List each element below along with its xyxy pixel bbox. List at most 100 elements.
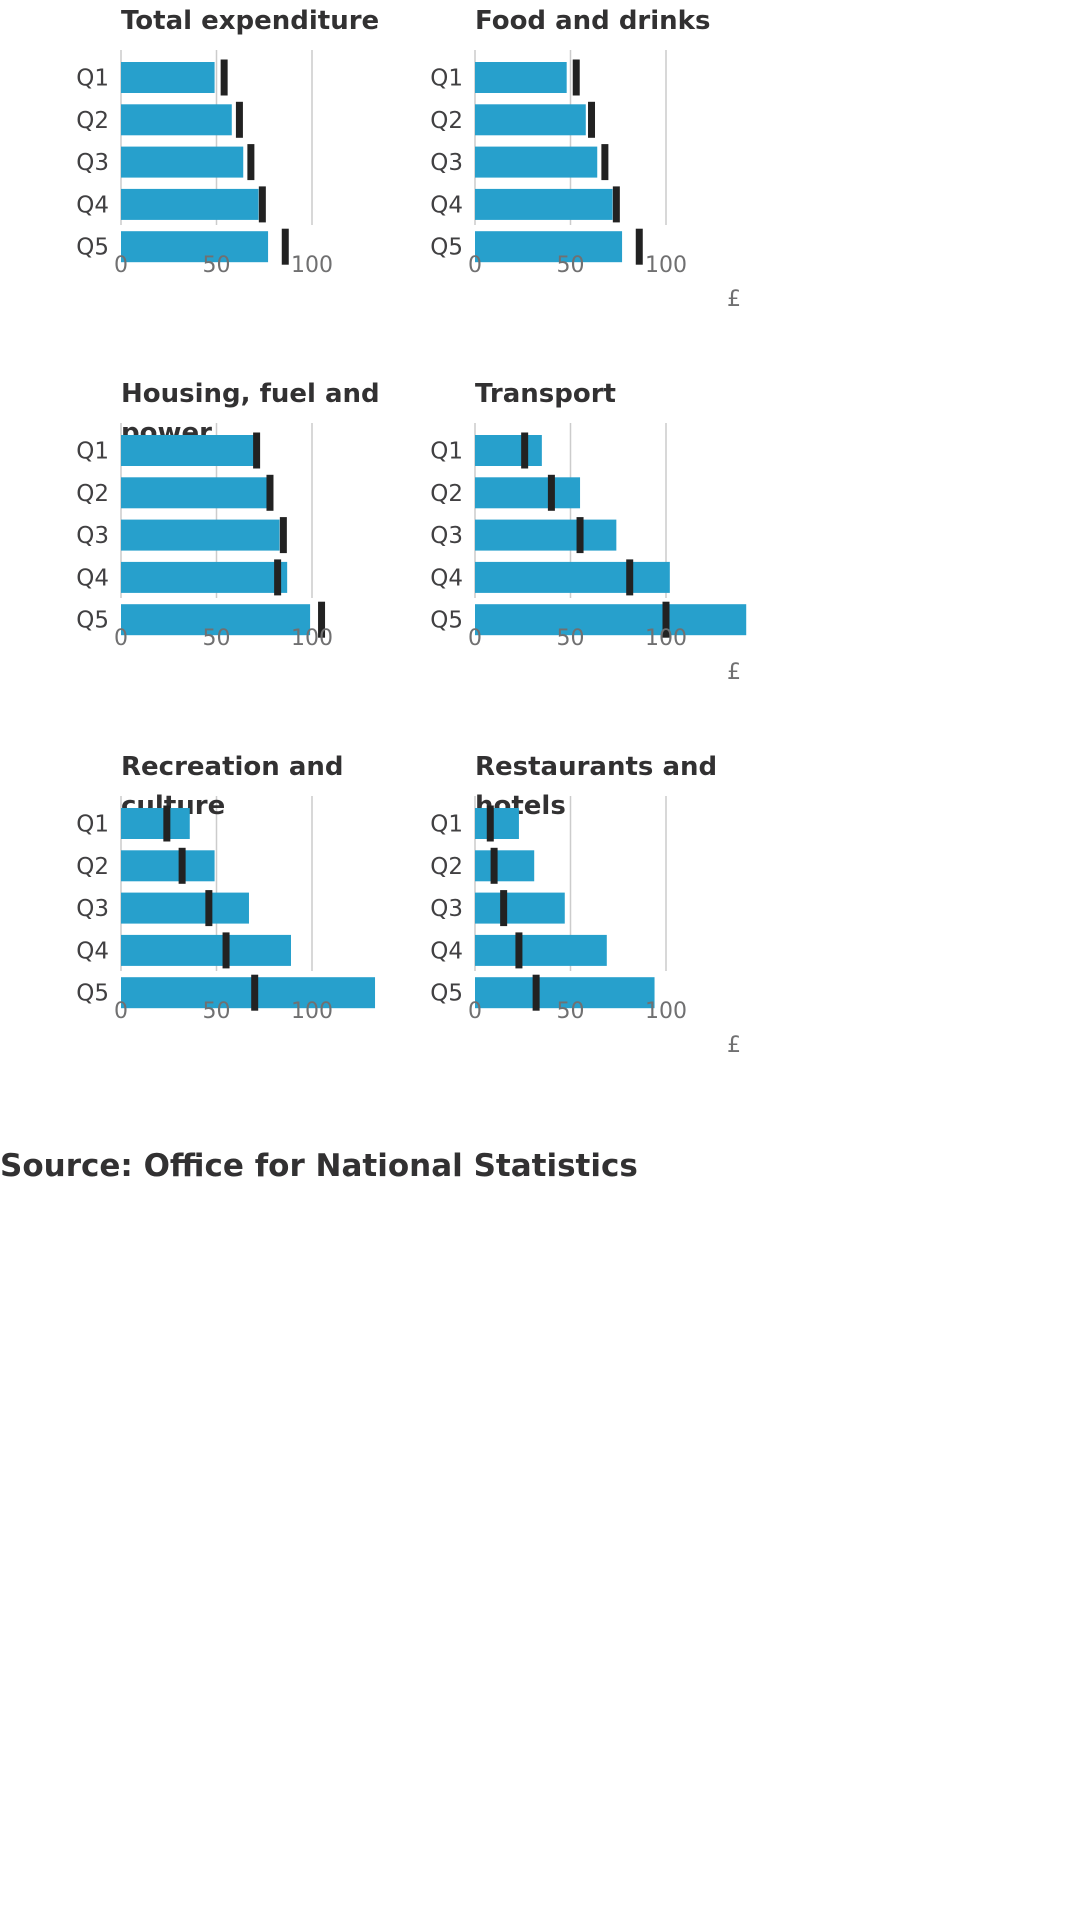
comparison-marker [588,101,596,138]
category-label: Q3 [76,896,109,922]
category-label: Q5 [430,235,463,261]
tick-label: 100 [645,626,687,651]
comparison-marker [521,432,529,469]
tick-label: 100 [645,999,687,1024]
category-label: Q5 [430,608,463,634]
bar [475,850,535,882]
bar [475,477,581,509]
category-label: Q4 [430,938,463,964]
tick-label: 50 [557,999,585,1024]
comparison-marker [258,186,266,223]
comparison-marker [222,932,230,969]
bar [121,62,215,93]
panel-title: Restaurants and hotels [475,752,717,821]
unit-label: £ [727,660,741,685]
comparison-marker [515,932,523,969]
bar [121,519,280,551]
comparison-marker [635,228,643,265]
comparison-marker [612,186,620,223]
bar [121,231,269,263]
comparison-marker [572,59,580,96]
category-label: Q5 [76,235,109,261]
unit-label: £ [727,287,741,312]
comparison-marker [486,805,494,842]
category-label: Q5 [76,608,109,634]
category-label: Q3 [430,150,463,176]
panel-title: Food and drinks [475,6,710,36]
category-label: Q1 [430,66,463,92]
category-label: Q2 [76,854,109,880]
comparison-marker [163,805,171,842]
tick-label: 100 [291,253,333,278]
category-label: Q1 [76,66,109,92]
bar [121,477,269,509]
bar [475,519,617,551]
panel-title: Transport [475,379,616,409]
bar [121,977,376,1009]
panel-title: Total expenditure [121,6,379,36]
comparison-marker [247,144,255,181]
bar [475,892,565,924]
category-label: Q4 [76,192,109,218]
category-label: Q1 [430,439,463,465]
tick-label: 100 [645,253,687,278]
bar [121,435,255,466]
bar [121,561,288,593]
bar [475,604,747,636]
unit-label: £ [727,1033,741,1058]
chart-panel-6: Restaurants and hotels Q1 Q2 Q3 Q4 Q50 50 100 £ [430,752,741,1058]
category-label: Q4 [430,565,463,591]
tick-label: 0 [468,626,482,651]
source-note: Source: Office for National Statistics [0,1148,638,1184]
bar [475,977,655,1009]
category-label: Q2 [76,481,109,507]
comparison-marker [547,474,555,511]
tick-label: 0 [114,253,128,278]
comparison-marker [205,890,213,927]
chart-panel-2: Food and drinks Q1 Q2 Q3 Q4 Q50 50 100 £ [430,6,741,312]
comparison-marker [235,101,243,138]
category-label: Q5 [76,981,109,1007]
tick-label: 50 [557,253,585,278]
category-label: Q3 [76,523,109,549]
bar [121,188,259,220]
tick-label: 100 [291,999,333,1024]
comparison-marker [500,890,508,927]
tick-label: 0 [468,253,482,278]
tick-label: 0 [468,999,482,1024]
tick-label: 0 [114,999,128,1024]
bar [475,934,607,966]
comparison-marker [253,432,261,469]
category-label: Q1 [76,439,109,465]
bar [121,146,244,178]
comparison-marker [318,601,326,638]
comparison-marker [281,228,289,265]
category-label: Q4 [76,938,109,964]
tick-label: 50 [203,253,231,278]
category-label: Q2 [76,108,109,134]
category-label: Q3 [430,896,463,922]
bar [475,188,613,220]
tick-label: 100 [291,626,333,651]
comparison-marker [490,847,498,884]
comparison-marker [220,59,228,96]
category-label: Q2 [430,481,463,507]
category-label: Q3 [430,523,463,549]
bar [121,850,215,882]
category-label: Q2 [430,854,463,880]
bar [475,435,542,466]
bar [121,892,249,924]
bar [475,561,670,593]
comparison-marker [601,144,609,181]
bar [475,104,586,136]
comparison-marker [274,559,282,596]
category-label: Q1 [430,812,463,838]
category-label: Q3 [76,150,109,176]
bar [475,231,623,263]
category-label: Q4 [430,192,463,218]
comparison-marker [279,517,287,554]
comparison-marker [626,559,634,596]
